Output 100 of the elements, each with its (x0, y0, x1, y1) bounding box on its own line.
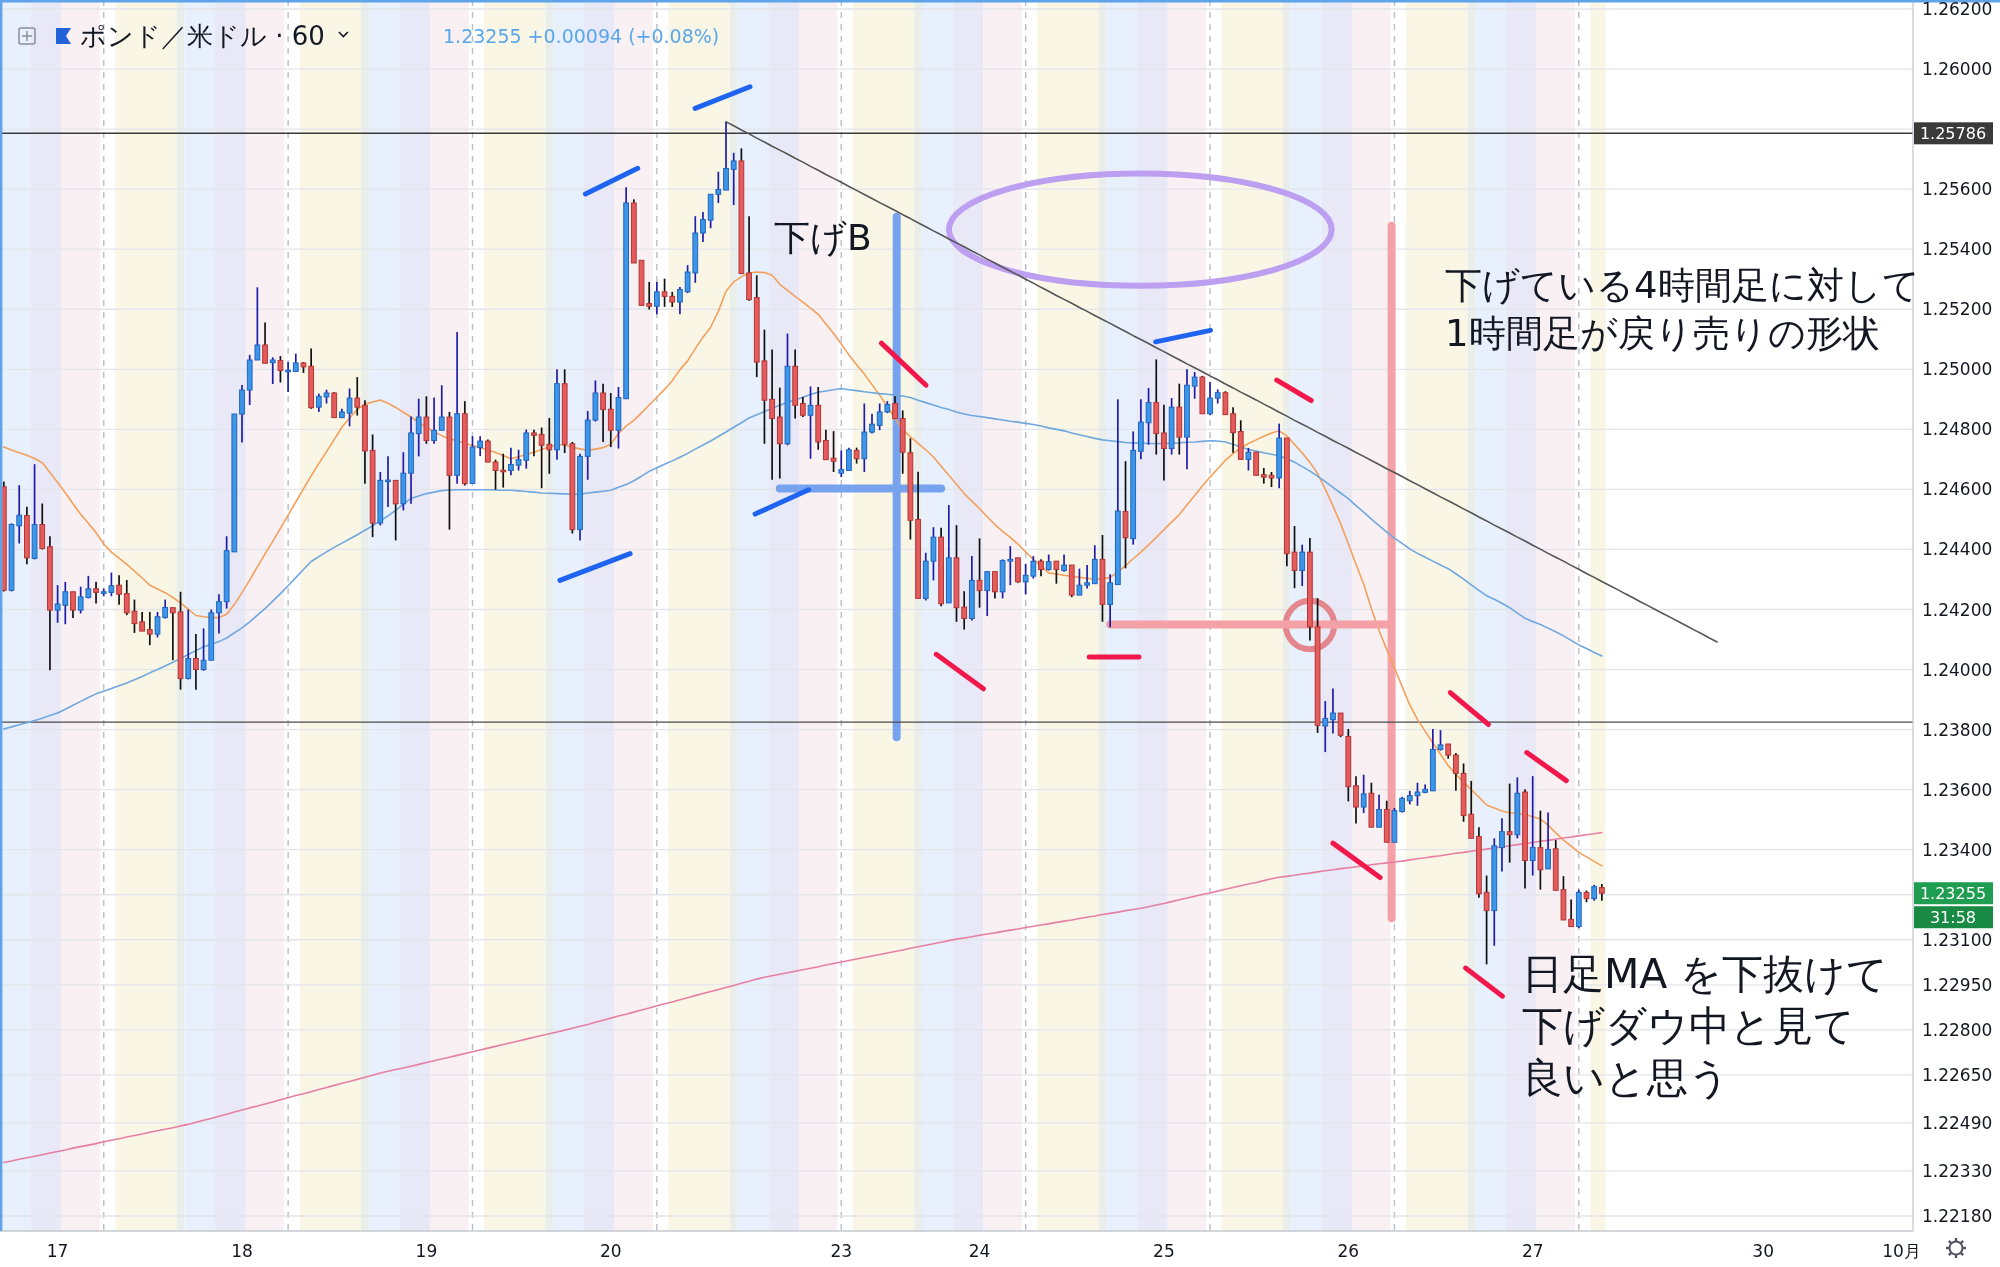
candlestick (1360, 773, 1367, 814)
y-tick-label: 1.24400 (1922, 539, 1993, 560)
candlestick (1322, 700, 1329, 753)
y-tick-label: 1.25400 (1922, 239, 1993, 260)
x-tick-label: 26 (1337, 1241, 1360, 1261)
y-tick-label: 1.24200 (1922, 599, 1993, 620)
y-tick-label: 1.22950 (1922, 974, 1993, 995)
candlestick (277, 355, 284, 384)
text: ポンド／米ドル · 60 (80, 21, 325, 51)
candlestick (146, 611, 153, 647)
y-tick-label: 1.22490 (1922, 1112, 1993, 1133)
candlestick (438, 384, 445, 432)
x-tick-label: 17 (46, 1241, 69, 1261)
candlestick (1207, 381, 1213, 417)
candlestick (415, 397, 422, 458)
candlestick (1145, 387, 1152, 446)
x-tick-label: 25 (1153, 1241, 1175, 1261)
y-tick-label: 1.22800 (1922, 1019, 1993, 1040)
y-tick-label: 1.23400 (1922, 839, 1993, 860)
candlestick (1506, 782, 1513, 864)
candlestick (892, 395, 898, 420)
candlestick (1161, 403, 1167, 482)
y-tick-label: 1.24800 (1922, 419, 1993, 440)
candlestick (354, 376, 361, 417)
x-tick-label: 20 (599, 1241, 622, 1261)
line-series (3, 387, 1603, 730)
y-tick-label: 1.22330 (1922, 1160, 1993, 1181)
candlestick (769, 348, 775, 481)
candlestick (723, 121, 729, 191)
candlestick (531, 428, 537, 458)
candlestick (992, 570, 998, 600)
y-tick-label: 1.25600 (1922, 179, 1993, 200)
candlestick (1337, 712, 1344, 738)
x-tick-label: 10月 (1882, 1241, 1921, 1261)
candlestick (216, 593, 222, 635)
candlestick (169, 606, 176, 662)
candlestick (700, 211, 706, 243)
candlestick (262, 321, 268, 365)
candlestick (346, 387, 353, 428)
x-tick-label: 19 (415, 1241, 438, 1261)
candlestick (1191, 371, 1198, 400)
candlestick (1291, 525, 1298, 590)
candlestick (423, 395, 430, 445)
candlestick (1330, 687, 1336, 735)
candlestick (1499, 817, 1505, 873)
x-tick-label: 27 (1521, 1241, 1544, 1261)
candlestick (846, 446, 852, 472)
candlestick (1376, 793, 1382, 829)
y-tick-label: 1.23100 (1922, 929, 1993, 950)
candlestick (830, 430, 837, 473)
candlestick (1545, 811, 1551, 870)
candlestick (653, 281, 660, 316)
candlestick (269, 356, 276, 385)
candlestick (431, 396, 437, 445)
annotation: 下げB (774, 217, 872, 258)
candlestick (823, 428, 829, 461)
y-tick-label: 1.26200 (1922, 0, 1993, 20)
candlestick (1299, 543, 1306, 587)
candlestick (1107, 573, 1114, 629)
candlestick (976, 537, 983, 609)
text: 1.23255 (1919, 884, 1987, 904)
candlestick (1253, 451, 1259, 477)
annotation: 日足MA を下抜けて下げダウ中と見て良いと思う (1522, 950, 1889, 1102)
ref-line-label: 1.25786 (1919, 124, 1987, 144)
y-tick-label: 1.23800 (1922, 719, 1993, 740)
candlestick (116, 574, 122, 606)
candlestick (984, 570, 991, 617)
candlestick (1529, 775, 1536, 877)
candlestick (799, 396, 806, 418)
candlestick (392, 479, 399, 542)
candlestick (607, 392, 614, 448)
y-tick-label: 1.26000 (1922, 59, 1993, 80)
candlestick (508, 446, 514, 477)
y-tick-label: 1.24600 (1922, 479, 1993, 500)
candlestick (1076, 567, 1083, 596)
x-tick-label: 24 (968, 1241, 991, 1261)
candlestick (1453, 752, 1459, 792)
y-tick-label: 1.23600 (1922, 779, 1993, 800)
candlestick (1230, 406, 1236, 454)
candlestick (1222, 390, 1229, 416)
y-tick-label: 1.22180 (1922, 1205, 1993, 1226)
x-tick-label: 30 (1752, 1241, 1775, 1261)
text: 31:58 (1929, 908, 1977, 928)
candlestick (1245, 447, 1252, 472)
candlestick (1483, 874, 1490, 966)
y-tick-label: 1.22650 (1922, 1064, 1993, 1085)
line-series (3, 831, 1603, 1164)
candlestick (730, 151, 737, 206)
candlestick (385, 455, 391, 508)
candlestick (1053, 560, 1060, 585)
candlestick (838, 449, 845, 478)
candlestick (807, 385, 814, 460)
candlestick (677, 286, 683, 316)
y-tick-label: 1.25000 (1922, 359, 1993, 380)
candlestick (1537, 809, 1544, 891)
candlestick (1568, 898, 1574, 928)
candlestick (869, 412, 875, 435)
candlestick (600, 382, 606, 443)
candlestick (193, 633, 199, 691)
candlestick (93, 581, 99, 605)
